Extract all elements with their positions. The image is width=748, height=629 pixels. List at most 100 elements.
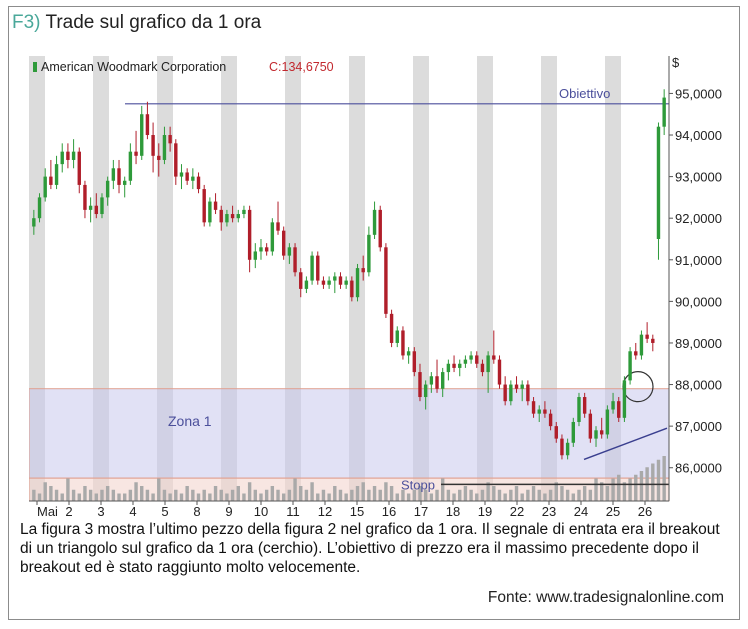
volume-bar [151, 493, 155, 501]
candle-body [293, 247, 297, 273]
volume-bar [321, 489, 326, 501]
candle-body [384, 247, 388, 314]
candle-body [605, 409, 610, 435]
candle-body [145, 114, 150, 136]
volume-bar [406, 493, 411, 501]
candle-body [452, 363, 456, 368]
volume-bar [219, 489, 223, 501]
candle-body [276, 222, 280, 231]
volume-bar [594, 478, 598, 501]
volume-bar [134, 482, 138, 501]
volume-bar [157, 478, 161, 501]
candle-body [128, 151, 133, 181]
volume-bar [66, 478, 70, 501]
legend-swatch [33, 62, 37, 72]
candle-body [628, 351, 632, 381]
legend-name: American Woodmark Corporation [41, 60, 226, 74]
volume-bar [372, 486, 377, 501]
candlestick-chart: 86,0000 87,0000 88,0000 89,0000 90,0000 91,00… [28, 55, 722, 519]
candle-body [111, 168, 116, 181]
volume-bar [378, 489, 382, 501]
x-tick-label: 3 [97, 504, 104, 518]
volume-bar [304, 489, 309, 501]
candle-body [43, 176, 47, 198]
candle-body [503, 384, 507, 402]
candle-body [259, 247, 263, 252]
candle-body [429, 376, 434, 385]
volume-bar [168, 493, 172, 501]
volume-bar [452, 493, 456, 501]
candle-body [253, 251, 258, 260]
candle-body [151, 135, 155, 156]
candle-body [304, 280, 309, 289]
candle-body [49, 176, 53, 185]
candle-body [639, 334, 644, 356]
candle-body [316, 255, 320, 281]
volume-bar [497, 489, 502, 501]
triangle-line [583, 427, 668, 461]
volume-bar [367, 489, 371, 501]
volume-bar [162, 489, 167, 501]
volume-bar [333, 486, 337, 501]
volume-bar [582, 486, 587, 501]
candle-body [565, 442, 570, 456]
volume-bar [213, 486, 218, 501]
candle-body [446, 363, 451, 373]
x-tick-label: 18 [446, 504, 460, 518]
candle-body [509, 384, 513, 402]
volume-bar [446, 489, 451, 501]
candle-body [662, 97, 666, 127]
volume-bar [656, 459, 661, 501]
volume-bar [634, 474, 638, 501]
y-tick-label: 93,0000 [675, 170, 722, 185]
volume-bar [531, 486, 536, 501]
candle-body [480, 363, 485, 373]
x-tick-label: 19 [478, 504, 492, 518]
volume-bar [122, 493, 127, 501]
volume-bar [520, 493, 524, 501]
volume-bar [389, 486, 394, 501]
volume-bar [145, 489, 150, 501]
candle-body [219, 209, 223, 223]
volume-bar [418, 486, 422, 501]
candle-body [577, 397, 581, 422]
candle-body [395, 330, 399, 343]
candle-body [105, 180, 110, 198]
volume-bar [537, 489, 541, 501]
y-tick-label: 88,0000 [675, 378, 722, 393]
candle-body [440, 372, 445, 389]
volume-bar [605, 486, 610, 501]
volume-bar [236, 486, 240, 501]
volume-bar [71, 489, 76, 501]
volume-bar [543, 493, 547, 501]
volume-bar [264, 489, 269, 501]
volume-bar [412, 489, 417, 501]
candle-body [469, 355, 473, 360]
volume-bar [310, 482, 314, 501]
volume-bar [344, 493, 348, 501]
volume-bars [32, 456, 666, 501]
x-tick-label: 12 [318, 504, 332, 518]
candle-body [213, 201, 218, 210]
source-note: Fonte: www.tradesignalonline.com [487, 589, 724, 606]
candle-body [423, 384, 428, 398]
candle-body [594, 430, 598, 439]
candle-body [367, 234, 371, 273]
y-tick-label: 89,0000 [675, 336, 722, 351]
volume-bar [622, 482, 627, 501]
volume-bar [639, 471, 644, 501]
candle-body [157, 155, 161, 160]
candle-body [548, 413, 553, 427]
volume-bar [435, 489, 439, 501]
x-tick-label: 9 [225, 504, 232, 518]
volume-bar [202, 489, 206, 501]
volume-bar [361, 482, 365, 501]
candle-body [554, 426, 558, 439]
candle-body [617, 401, 621, 418]
candle-body [463, 359, 468, 364]
candle-body [543, 409, 547, 414]
volume-bar [208, 493, 212, 501]
chart-labels: American Woodmark Corporation C:134,6750 O… [33, 60, 610, 492]
volume-bar [94, 493, 99, 501]
candle-body [327, 280, 331, 285]
